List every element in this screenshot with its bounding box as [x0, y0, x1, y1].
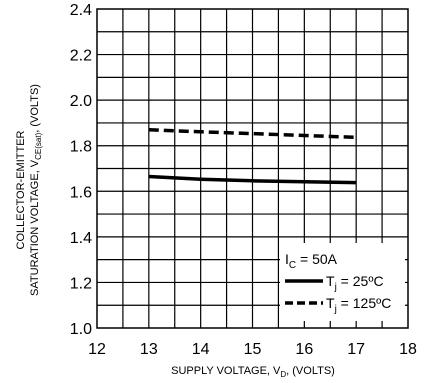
- series-line-125c: [148, 128, 357, 140]
- x-tick-label: 14: [192, 341, 210, 358]
- legend-header: IC = 50A: [285, 251, 338, 271]
- y-tick-labels: 1.0 1.2 1.4 1.6 1.8 2.0 2.2 2.4: [70, 2, 92, 338]
- series-line-25c: [148, 174, 357, 185]
- y-axis-label-line2: SATURATION VOLTAGE, VCE(sat), (VOLTS): [29, 84, 43, 296]
- y-axis-label: COLLECTOR-EMITTER SATURATION VOLTAGE, VC…: [15, 84, 43, 296]
- legend: IC = 50A Tj = 25ºC Tj = 125ºC: [280, 243, 405, 321]
- legend-label-125c: Tj = 125ºC: [326, 295, 391, 315]
- plot-frame: [96, 8, 409, 329]
- x-tick-label: 13: [140, 341, 158, 358]
- x-tick-labels: 12 13 14 15 16 17 18: [88, 341, 417, 358]
- x-axis-label: SUPPLY VOLTAGE, VD, (VOLTS): [171, 365, 335, 379]
- x-tick-label: 15: [244, 341, 262, 358]
- x-tick-label: 17: [347, 341, 365, 358]
- y-tick-label: 1.4: [70, 230, 92, 247]
- y-tick-label: 1.6: [70, 184, 92, 201]
- x-tick-label: 18: [399, 341, 417, 358]
- y-tick-label: 2.0: [70, 93, 92, 110]
- series-layer: [148, 128, 357, 185]
- x-tick-label: 12: [88, 341, 106, 358]
- x-tick-label: 16: [295, 341, 313, 358]
- y-tick-label: 1.2: [70, 275, 92, 292]
- legend-label-25c: Tj = 25ºC: [326, 273, 384, 293]
- y-tick-label: 2.4: [70, 2, 92, 19]
- y-axis-label-line1: COLLECTOR-EMITTER: [15, 130, 27, 249]
- y-tick-label: 1.8: [70, 139, 92, 156]
- y-tick-label: 2.2: [70, 48, 92, 65]
- y-tick-label: 1.0: [70, 321, 92, 338]
